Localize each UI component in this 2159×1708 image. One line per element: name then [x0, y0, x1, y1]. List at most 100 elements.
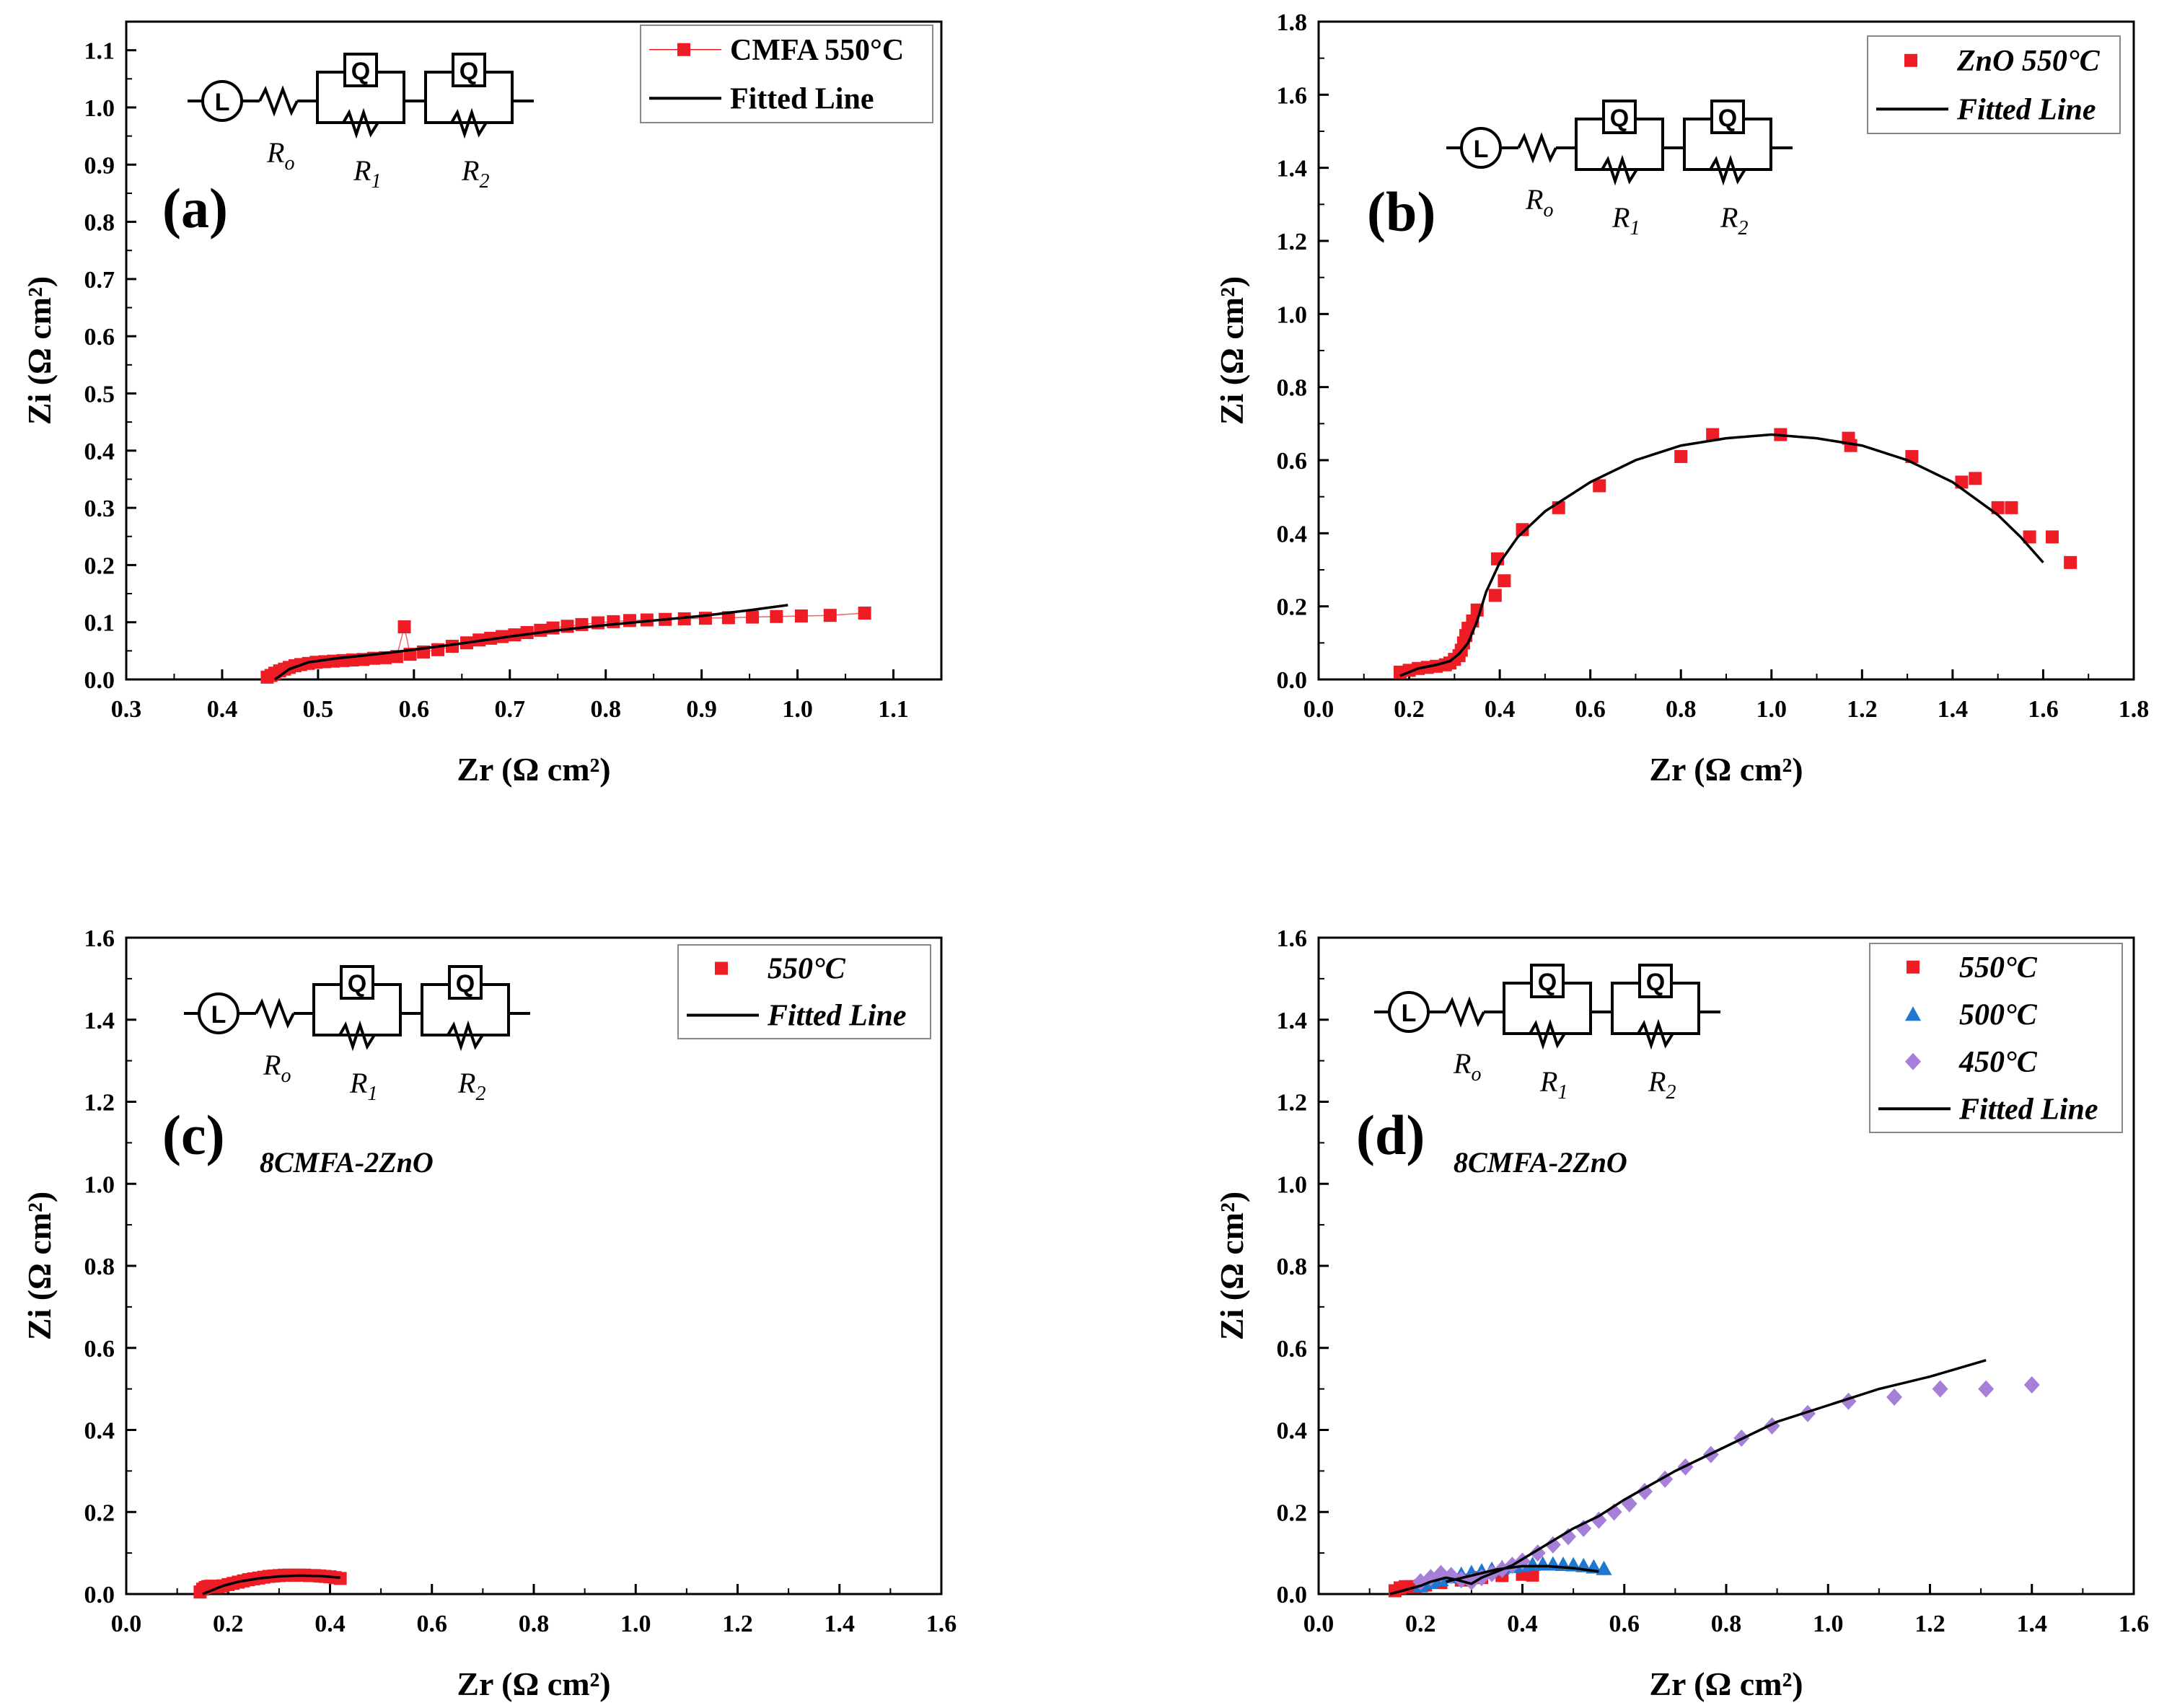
- x-axis-label: Zr (Ω cm²): [457, 751, 610, 788]
- r0-label-sub: o: [1543, 199, 1553, 221]
- cpe-q-label: Q: [1718, 105, 1737, 132]
- data-point-square: [1526, 1568, 1539, 1582]
- cpe-q-symbol: [452, 53, 486, 87]
- x-tick-label: 0.6: [1575, 696, 1606, 723]
- data-point-square: [1488, 589, 1502, 602]
- resistor-symbol: [338, 1020, 376, 1052]
- fitted-line: [274, 604, 788, 681]
- y-tick-label: 1.0: [84, 95, 115, 122]
- data-point-square: [1593, 479, 1606, 493]
- r2-label-main: R: [1720, 201, 1738, 234]
- x-tick-label: 0.0: [111, 1611, 142, 1637]
- series-fitted-line: [274, 604, 788, 681]
- chart-panel-b: 0.0 0.2 0.4 0.6 0.8 1.0 1.2 1.4 1.6 1.8 0.0 0.2 0.4 0…: [1213, 9, 2149, 788]
- r1-label-main: R: [349, 1067, 367, 1099]
- fitted-line: [1389, 1359, 1987, 1595]
- resistor-symbol: [1709, 154, 1746, 186]
- data-point-diamond: [1905, 1052, 1921, 1070]
- panel-label: (a): [162, 177, 228, 239]
- y-tick-label: 0.6: [84, 324, 115, 351]
- sample-label: 8CMFA-2ZnO: [260, 1146, 434, 1179]
- data-point-square: [1674, 449, 1688, 463]
- y-tick-label: 0.1: [84, 610, 115, 637]
- x-axis-label: Zr (Ω cm²): [1649, 1665, 1803, 1702]
- resistor-symbol: [1637, 1018, 1674, 1050]
- r1-label: R1: [349, 1067, 377, 1105]
- chart-panel-d: 0.0 0.2 0.4 0.6 0.8 1.0 1.2 1.4 1.6 0.0 0.2 0.4 0.6 0…: [1213, 925, 2149, 1702]
- r2-label: R2: [1720, 201, 1748, 239]
- fitted-line: [202, 1574, 340, 1595]
- r2-label-main: R: [461, 154, 479, 187]
- r1-label-sub: 1: [367, 1083, 377, 1105]
- x-tick-label: 0.2: [1405, 1611, 1436, 1637]
- x-tick-label: 1.4: [1938, 696, 1969, 723]
- panel-label: (c): [162, 1104, 225, 1166]
- data-point-triangle: [1596, 1560, 1612, 1575]
- cpe-q-label: Q: [351, 58, 370, 85]
- y-tick-label: 1.0: [1277, 301, 1308, 328]
- x-tick-label: 0.8: [1666, 696, 1697, 723]
- legend-label: Fitted Line: [767, 1000, 907, 1033]
- x-tick-label: 0.4: [1485, 696, 1516, 723]
- r2-label-main: R: [457, 1067, 475, 1099]
- y-tick-label: 0.2: [84, 553, 115, 579]
- legend: ZnO 550°C Fitted Line: [1867, 35, 2121, 134]
- data-point-square: [1969, 472, 1982, 485]
- x-tick-label: 0.6: [417, 1611, 448, 1637]
- equivalent-circuit: LQ QRo R1 R2: [1446, 100, 1793, 239]
- x-tick-label: 0.2: [1394, 696, 1425, 723]
- r2-label: R2: [1648, 1065, 1676, 1104]
- y-tick-label: 1.2: [1277, 1090, 1308, 1117]
- data-point-square: [1706, 428, 1720, 441]
- series-fitted-line-500-c-: [1446, 1564, 1599, 1583]
- y-tick-label: 0.3: [84, 496, 115, 522]
- x-tick-label: 0.4: [207, 696, 238, 723]
- data-point-square: [333, 1572, 347, 1585]
- data-point-square: [2046, 530, 2059, 544]
- data-point-square: [607, 615, 620, 628]
- plot-frame: [125, 20, 943, 681]
- y-tick-label: 0.5: [84, 381, 115, 408]
- r1-label: R1: [353, 154, 381, 193]
- y-tick-label: 0.6: [1277, 448, 1308, 475]
- resistor-symbol: [1529, 1018, 1566, 1050]
- series-fitted-line: [1399, 433, 2044, 677]
- data-point-square: [534, 623, 548, 637]
- data-point-diamond: [1800, 1404, 1816, 1422]
- y-axis-label: Zi (Ω cm²): [1213, 276, 1250, 425]
- data-point-square: [677, 43, 690, 56]
- data-point-diamond: [1591, 1511, 1607, 1529]
- r0-label: Ro: [1525, 183, 1553, 221]
- data-point-square: [770, 609, 783, 623]
- r0-label-sub: o: [281, 1065, 291, 1087]
- x-tick-label: 1.4: [825, 1611, 856, 1637]
- y-tick-label: 0.2: [1277, 594, 1308, 621]
- cpe-q-label: Q: [1646, 969, 1665, 996]
- data-point-diamond: [1932, 1380, 1948, 1398]
- y-tick-label: 0.2: [1277, 1500, 1308, 1526]
- y-tick-label: 0.0: [1277, 667, 1308, 694]
- x-tick-label: 0.7: [495, 696, 526, 723]
- legend-box: [1867, 35, 2121, 134]
- y-tick-label: 0.4: [1277, 521, 1308, 547]
- equivalent-circuit: LQ QRo R1 R2: [184, 965, 530, 1105]
- r0-label-sub: o: [284, 152, 294, 175]
- legend: 550°C Fitted Line: [677, 944, 931, 1039]
- y-tick-label: 1.6: [1277, 925, 1308, 952]
- legend-box: [677, 944, 931, 1039]
- r0-label-main: R: [266, 136, 284, 169]
- inductor-label: L: [1474, 136, 1489, 163]
- cpe-q-label: Q: [1538, 969, 1557, 996]
- resistor-symbol: [447, 1020, 484, 1052]
- y-tick-label: 0.8: [84, 210, 115, 237]
- legend-label: CMFA 550°C: [730, 34, 904, 67]
- cpe-q-label: Q: [459, 58, 478, 85]
- data-point-square: [1907, 960, 1920, 974]
- series-zno-550-c: [1394, 428, 2077, 679]
- x-tick-label: 1.2: [722, 1611, 753, 1637]
- x-tick-label: 1.4: [2017, 1611, 2048, 1637]
- legend: 550°C 500°C 450°C Fitted Line: [1869, 943, 2123, 1133]
- y-tick-label: 1.8: [1277, 9, 1308, 36]
- cpe-q-symbol: [1638, 964, 1673, 998]
